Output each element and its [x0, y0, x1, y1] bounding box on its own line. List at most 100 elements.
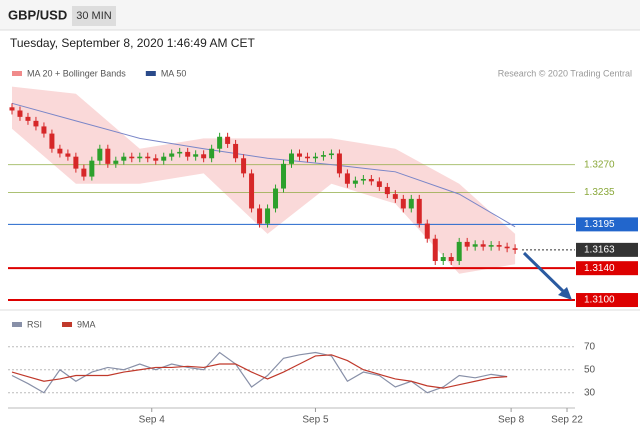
- legend-label: 9MA: [77, 319, 96, 329]
- candle-body: [225, 136, 231, 144]
- candle-body: [344, 173, 350, 184]
- candle-body: [201, 154, 207, 159]
- candle-body: [169, 153, 175, 157]
- candle-body: [57, 148, 63, 154]
- candle-body: [81, 168, 87, 177]
- level-box: [576, 293, 638, 308]
- candle-body: [424, 223, 430, 239]
- candle-body: [49, 133, 55, 149]
- interval-box: [72, 6, 116, 26]
- candle-body: [368, 178, 374, 182]
- forecast-arrow: [522, 251, 572, 300]
- candle-body: [193, 154, 199, 157]
- candle-body: [400, 198, 406, 209]
- legend-swatch: [12, 71, 22, 76]
- symbol: GBP/USD: [8, 7, 67, 22]
- level-label: 1.3100: [584, 295, 615, 306]
- candle-body: [440, 257, 446, 262]
- candle-body: [121, 156, 127, 161]
- legend-swatch: [145, 71, 156, 76]
- candle-body: [480, 244, 486, 247]
- level-box: [576, 261, 638, 276]
- rsi-line: [11, 354, 508, 389]
- level-label: 1.3270: [584, 159, 615, 170]
- bollinger-band: [11, 86, 516, 274]
- level-box: [576, 242, 638, 257]
- credit: Research © 2020 Trading Central: [498, 68, 632, 78]
- candle-body: [137, 156, 143, 159]
- candle-body: [376, 181, 382, 187]
- candle-body: [65, 153, 71, 157]
- level-label: 1.3235: [584, 187, 615, 198]
- candle-body: [352, 180, 358, 184]
- y-tick-label: 50: [584, 364, 596, 375]
- candle-body: [249, 173, 255, 209]
- legend-swatch: [62, 322, 73, 327]
- candle-body: [320, 155, 326, 157]
- candle-body: [97, 148, 103, 161]
- candle-body: [496, 245, 502, 247]
- candle-body: [312, 156, 318, 159]
- candle-body: [25, 116, 31, 121]
- candle-body: [456, 241, 462, 262]
- candle-body: [217, 136, 223, 149]
- candle-body: [89, 160, 95, 177]
- legend-label: MA 50: [161, 68, 187, 78]
- candle-body: [209, 148, 215, 159]
- candle-body: [185, 151, 191, 157]
- candle-body: [129, 156, 135, 159]
- interval: 30 MIN: [76, 10, 112, 22]
- legend-label: MA 20 + Bollinger Bands: [27, 68, 126, 78]
- candle-body: [113, 160, 119, 164]
- candle-body: [336, 153, 342, 174]
- candle-body: [328, 153, 334, 156]
- candle-body: [273, 188, 279, 209]
- candle-body: [504, 246, 510, 249]
- candle-body: [241, 158, 247, 174]
- candle-body: [73, 156, 79, 169]
- legend-label: RSI: [27, 319, 42, 329]
- candle-body: [289, 153, 294, 164]
- candle-body: [360, 178, 366, 181]
- level-box: [576, 217, 638, 232]
- candle-body: [177, 151, 183, 154]
- candle-body: [384, 186, 390, 195]
- level-label: 1.3140: [584, 263, 615, 274]
- candle-body: [448, 257, 454, 262]
- legend-swatch: [12, 322, 22, 327]
- x-tick-label: Sep 22: [551, 415, 583, 426]
- candle-body: [512, 248, 518, 250]
- candle-body: [105, 148, 111, 164]
- candle-body: [464, 241, 470, 247]
- candle-body: [9, 107, 15, 111]
- candle-body: [17, 110, 23, 117]
- candle-body: [161, 156, 167, 161]
- candle-body: [432, 238, 438, 262]
- level-label: 1.3163: [584, 245, 615, 256]
- candle-body: [408, 198, 414, 209]
- candle-body: [472, 244, 478, 247]
- candle-body: [488, 245, 494, 247]
- candle-body: [233, 143, 239, 159]
- candle-body: [304, 156, 310, 159]
- candle-body: [257, 208, 263, 224]
- candle-body: [392, 194, 398, 199]
- x-tick-label: Sep 5: [302, 415, 329, 426]
- candle-body: [265, 208, 271, 224]
- candle-body: [416, 198, 422, 224]
- x-tick-label: Sep 4: [139, 415, 166, 426]
- level-label: 1.3195: [584, 219, 615, 230]
- candle-body: [153, 158, 159, 161]
- candle-body: [145, 156, 151, 159]
- rsi-line: [11, 351, 508, 394]
- ma-line: [11, 102, 516, 228]
- y-tick-label: 30: [584, 387, 596, 398]
- candle-body: [33, 120, 39, 127]
- timestamp: Tuesday, September 8, 2020 1:46:49 AM CE…: [10, 36, 255, 50]
- candle-body: [41, 126, 47, 134]
- x-tick-label: Sep 8: [498, 415, 525, 426]
- candle-body: [281, 163, 287, 189]
- candle-body: [296, 153, 302, 157]
- y-tick-label: 70: [584, 341, 596, 352]
